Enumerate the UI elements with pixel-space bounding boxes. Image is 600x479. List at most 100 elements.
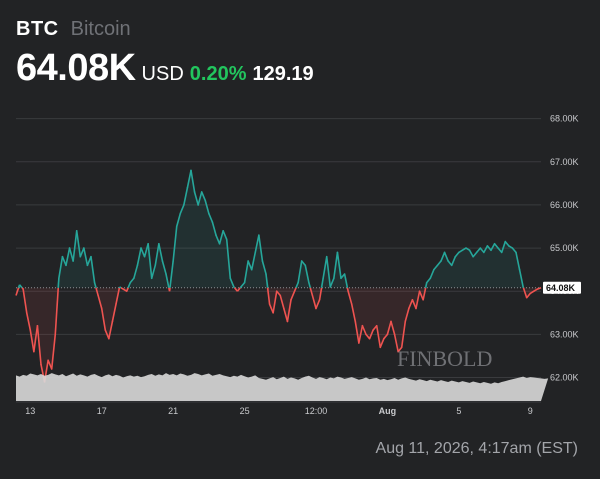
price-segment [15,287,20,296]
y-tick-label: 68.00K [550,114,579,124]
price-segment [25,312,32,331]
price-segment [95,287,99,296]
price-tag-bg [543,281,581,294]
x-tick-label: 17 [97,406,107,416]
price-segment [311,294,317,310]
price-segment [522,287,528,298]
price-segment [165,273,170,288]
price-segment [279,294,285,310]
price-segment [275,290,282,297]
price-segment [518,268,524,288]
change-absolute: 129.19 [252,63,314,85]
price-chart: 68.00K67.00K66.00K65.00K64.00K63.00K62.0… [15,114,581,416]
price-segment [397,346,403,353]
price-segment [309,287,314,296]
price-segment [261,260,267,275]
price-segment [472,251,478,258]
price-segment [265,273,269,288]
price-segment [468,249,474,258]
x-tick-label: 12:00 [305,406,328,416]
price-segment [315,299,321,310]
price-segment [57,278,60,288]
price-segment [233,286,236,289]
price-segment [286,299,292,323]
price-segment [333,251,339,280]
price-segment [22,288,28,314]
price-segment [143,242,149,258]
price-segment [243,260,249,284]
price-segment [290,290,296,301]
price-segment [193,191,199,206]
price-segment [97,294,103,310]
price-segment [258,234,264,262]
change-percent: 0.20% [189,63,247,85]
price-segment [411,299,417,310]
price-segment [29,329,35,353]
price-segment [283,307,289,323]
price-segment [222,230,228,241]
price-segment [225,238,232,280]
price-segment [268,303,274,314]
price-segment [483,245,489,254]
price-segment [229,277,235,288]
price-segment [68,247,74,262]
price-segment [486,245,492,252]
y-tick-label: 62.00K [550,373,579,383]
price-segment [425,277,432,284]
price-segment [125,287,129,292]
price-segment [33,324,39,353]
area-fill-up [16,170,541,288]
watermark-text: FINBOLD [397,346,492,371]
price-segment [390,320,396,336]
ticker-symbol: BTC [16,18,59,40]
ticker-row: BTC Bitcoin [16,18,576,41]
y-tick-label: 63.00K [550,329,579,339]
price-segment [504,240,510,247]
price-segment [161,260,167,275]
price-segment [350,303,357,323]
x-tick-label: 5 [456,406,461,416]
price-segment [347,290,353,305]
price-segment [129,277,135,284]
price-segment [111,303,117,323]
price-segment [525,292,532,299]
price-segment [415,290,421,310]
price-segment [322,255,328,280]
current-price: 64.08K [16,47,136,89]
price-segment [368,329,374,340]
price-segment [354,320,360,344]
price-segment [447,260,453,267]
price-segment [400,320,407,349]
price-segment [454,251,460,258]
price-segment [158,242,164,262]
price-segment [433,264,439,271]
price-segment [75,230,82,258]
price-segment [375,324,382,349]
price-segment [90,255,96,284]
price-segment [500,240,507,254]
price-segment [18,284,23,289]
price-segment [250,251,257,271]
price-segment [79,247,85,258]
price-segment [266,287,271,305]
price-segment [247,260,253,271]
x-tick-label: Aug [379,406,397,416]
price-segment [236,287,241,292]
price-segment [154,242,160,267]
price-segment [429,268,435,280]
price-tag-label: 64.08K [546,283,576,293]
price-segment [418,290,424,301]
price-segment [424,282,428,288]
price-segment [490,242,496,252]
price-segment [218,230,224,245]
price-segment [293,287,297,292]
price-segment [386,320,392,336]
price-segment [140,247,146,258]
price-segment [308,282,312,288]
price-segment [58,255,64,280]
x-tick-label: 13 [25,406,35,416]
price-segment [436,260,442,267]
asset-header: BTC Bitcoin 64.08K USD 0.20% 129.19 [16,18,576,90]
price-segment [183,186,189,206]
price-segment [511,247,517,254]
